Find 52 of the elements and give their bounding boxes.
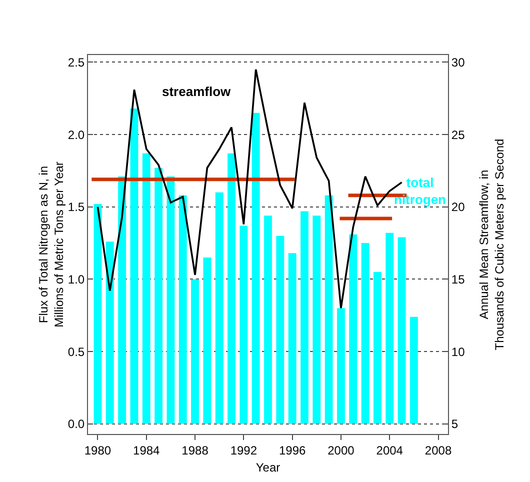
y-tick-label: 1.5 bbox=[68, 200, 85, 214]
x-tick-label: 2000 bbox=[328, 443, 355, 458]
y2-tick-label: 25 bbox=[451, 128, 466, 142]
y2-tick-label: 5 bbox=[451, 417, 458, 432]
x-axis-title: Year bbox=[256, 460, 280, 474]
bar bbox=[166, 176, 175, 424]
bar bbox=[398, 237, 406, 424]
bar bbox=[374, 272, 382, 424]
y-tick-label: 0.0 bbox=[68, 417, 85, 432]
y2-tick-label: 10 bbox=[451, 344, 466, 359]
series-label: streamflow bbox=[162, 84, 232, 99]
bar bbox=[349, 234, 358, 424]
bar bbox=[276, 236, 284, 424]
x-tick-label: 1984 bbox=[133, 443, 160, 458]
x-tick-label: 1988 bbox=[182, 443, 209, 458]
bar bbox=[228, 153, 236, 424]
bar bbox=[300, 211, 308, 424]
bar bbox=[264, 216, 272, 424]
bar bbox=[386, 232, 394, 424]
y2-tick-label: 20 bbox=[451, 200, 466, 214]
text: total nitrogen bbox=[394, 175, 446, 207]
bar bbox=[142, 153, 150, 424]
x-tick-label: 2008 bbox=[424, 443, 452, 458]
bar bbox=[203, 258, 212, 424]
y-tick-label: 2.5 bbox=[68, 55, 85, 70]
y-tick-label: 0.5 bbox=[68, 344, 85, 359]
bar bbox=[240, 226, 248, 424]
bar bbox=[94, 204, 102, 424]
bar bbox=[312, 216, 321, 424]
x-tick-label: 1992 bbox=[230, 443, 258, 458]
y2-tick-label: 30 bbox=[451, 55, 466, 70]
x-tick-label: 1996 bbox=[278, 443, 306, 458]
bar bbox=[215, 192, 224, 424]
bar bbox=[288, 253, 296, 424]
bar bbox=[337, 308, 345, 424]
y-tick-label: 1.0 bbox=[68, 272, 85, 286]
x-tick-label: 2004 bbox=[376, 443, 404, 458]
bar bbox=[252, 112, 260, 424]
y2-tick-label: 15 bbox=[451, 272, 466, 286]
bar bbox=[178, 195, 187, 424]
y-tick-label: 2.0 bbox=[68, 128, 85, 142]
bar bbox=[361, 243, 370, 424]
y-axis-title: Flux of Total Nitrogen as N, in Millions of Metric Tons per Year bbox=[36, 162, 66, 328]
bar bbox=[410, 316, 418, 424]
x-tick-label: 1980 bbox=[84, 443, 112, 458]
bar bbox=[118, 176, 126, 424]
y2-axis-title: Annual Mean Streamflow, in Thousands of Cubic Meters per Second bbox=[477, 138, 507, 350]
bar bbox=[324, 195, 333, 424]
bar bbox=[106, 242, 114, 424]
bar bbox=[130, 108, 138, 424]
bar bbox=[154, 168, 162, 424]
bar bbox=[191, 279, 199, 424]
